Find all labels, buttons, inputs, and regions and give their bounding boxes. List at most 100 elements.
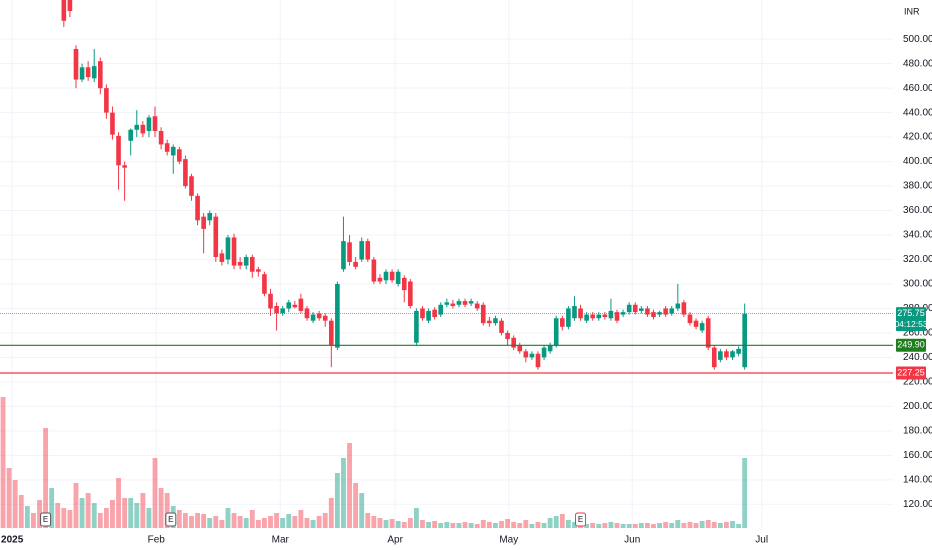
y-tick-label: 340.00	[903, 230, 932, 241]
candle-body	[718, 351, 723, 360]
candle-body	[231, 237, 237, 266]
volume-bar	[383, 520, 389, 528]
x-tick-label: 2025	[1, 535, 24, 546]
candle-body	[693, 320, 699, 327]
volume-bar	[480, 520, 486, 528]
volume-bar	[407, 518, 413, 528]
candle-body	[116, 135, 121, 166]
volume-bar	[693, 523, 699, 528]
volume-bar	[91, 503, 97, 528]
volume-bar	[572, 522, 577, 528]
y-tick-label: 180.00	[903, 425, 932, 436]
volume-bar	[462, 522, 468, 528]
volume-bar	[152, 458, 158, 528]
candle-body	[341, 241, 346, 270]
price-tag	[896, 338, 926, 352]
volume-bar	[426, 522, 431, 528]
volume-bar	[255, 520, 261, 528]
y-tick-label: 480.00	[903, 58, 932, 69]
candle-body	[322, 315, 328, 321]
volume-bar	[505, 519, 511, 528]
candle-body	[566, 308, 571, 327]
volume-bar	[140, 493, 146, 528]
candle-body	[79, 67, 85, 80]
candle-body	[249, 257, 255, 272]
volume-bar	[195, 513, 200, 528]
volume-bar	[663, 522, 669, 528]
volume-bar	[444, 522, 450, 528]
countdown-label: 04:12:53	[894, 319, 927, 329]
y-tick-label: 300.00	[903, 279, 932, 290]
candle-body	[487, 320, 492, 324]
candle-body	[432, 309, 437, 318]
volume-bar	[395, 521, 401, 528]
candle-body	[669, 308, 675, 314]
volume-bar	[553, 516, 559, 528]
volume-bar	[474, 524, 480, 528]
volume-bar	[626, 524, 632, 528]
last-price-tag	[896, 307, 926, 332]
candle-body	[559, 318, 565, 327]
candle-body	[67, 0, 73, 12]
candle-body	[377, 277, 383, 282]
volume-bar	[517, 523, 523, 528]
volume-bar	[334, 473, 340, 528]
candle-body	[553, 318, 559, 346]
candle-body	[626, 304, 632, 313]
volume-bar	[632, 524, 638, 528]
volume-bar	[565, 520, 571, 528]
candle-body	[657, 312, 662, 315]
candle-body	[195, 195, 200, 221]
volume-bar	[110, 500, 115, 528]
volume-bar	[657, 523, 662, 528]
y-tick-label: 500.00	[903, 34, 932, 45]
volume-bar	[584, 524, 590, 528]
volume-bar	[67, 510, 73, 528]
volume-bar	[371, 516, 377, 528]
volume-bar	[742, 458, 748, 528]
candle-body	[164, 143, 170, 152]
volume-bar	[450, 523, 456, 528]
volume-bar	[182, 513, 188, 528]
volume-bar	[675, 520, 681, 528]
candle-body	[237, 261, 243, 266]
x-tick-label: Apr	[387, 535, 403, 546]
volume-bar	[432, 521, 438, 528]
y-tick-label: 400.00	[903, 156, 932, 167]
y-tick-label: 200.00	[903, 401, 932, 412]
volume-bar	[201, 514, 207, 528]
candle-body	[73, 48, 79, 80]
event-label: E	[168, 515, 173, 524]
candle-body	[146, 117, 152, 131]
candle-body	[480, 304, 486, 324]
candle-body	[608, 310, 614, 319]
volume-bar	[49, 488, 55, 528]
y-tick-label: 220.00	[903, 377, 932, 388]
candle-body	[663, 308, 668, 315]
candle-body	[201, 216, 206, 229]
candle-body	[207, 212, 213, 221]
volume-bar	[55, 503, 61, 528]
candle-body	[158, 130, 164, 145]
volume-bar	[146, 508, 152, 528]
volume-bar	[0, 397, 6, 528]
volume-bar	[249, 510, 255, 528]
price-pane	[61, 0, 747, 370]
volume-bar	[389, 519, 395, 528]
candle-body	[122, 165, 127, 168]
y-tick-label: 460.00	[903, 83, 932, 94]
candle-body	[632, 304, 638, 313]
volume-bar	[724, 522, 729, 528]
candle-body	[359, 241, 365, 260]
candle-body	[243, 257, 249, 266]
candle-body	[262, 274, 267, 294]
candle-body	[280, 308, 285, 314]
volume-bar	[529, 524, 535, 528]
volume-bar	[511, 522, 517, 528]
volume-bar	[438, 523, 444, 528]
volume-bar	[699, 521, 705, 528]
candle-body	[225, 237, 231, 260]
volume-bar	[128, 498, 134, 528]
y-tick-label: 160.00	[903, 450, 932, 461]
